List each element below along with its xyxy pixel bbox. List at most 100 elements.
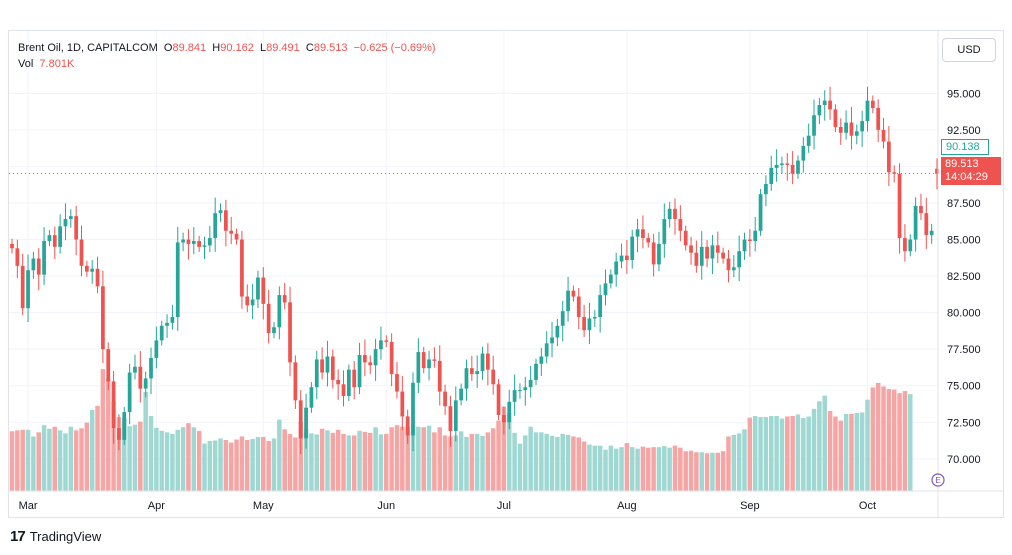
candle-body[interactable] — [379, 340, 383, 350]
candle-body[interactable] — [721, 252, 725, 259]
candle-body[interactable] — [138, 366, 143, 389]
candle-body[interactable] — [887, 141, 891, 173]
price-axis[interactable]: 95.00092.50090.00087.50085.00082.50080.0… — [947, 88, 981, 466]
candle-body[interactable] — [828, 100, 832, 110]
candle-body[interactable] — [373, 349, 378, 366]
candle-body[interactable] — [502, 414, 506, 423]
candle-body[interactable] — [469, 368, 474, 375]
candle-body[interactable] — [747, 239, 752, 241]
candle-body[interactable] — [58, 226, 62, 247]
candle-body[interactable] — [689, 245, 693, 253]
candle-body[interactable] — [165, 322, 169, 326]
candle-body[interactable] — [635, 229, 640, 237]
candle-body[interactable] — [919, 205, 923, 214]
candle-body[interactable] — [854, 131, 859, 136]
candle-body[interactable] — [849, 122, 854, 136]
candle-body[interactable] — [111, 381, 116, 429]
candle-body[interactable] — [52, 235, 57, 247]
candle-body[interactable] — [224, 210, 228, 231]
candle-body[interactable] — [806, 135, 811, 146]
candle-body[interactable] — [229, 230, 234, 234]
candle-body[interactable] — [325, 356, 330, 373]
candle-body[interactable] — [288, 302, 292, 363]
candle-body[interactable] — [662, 219, 667, 244]
candle-body[interactable] — [603, 283, 608, 296]
candle-body[interactable] — [304, 407, 308, 439]
candle-body[interactable] — [448, 406, 453, 432]
candle-body[interactable] — [646, 238, 651, 243]
candle-body[interactable] — [432, 359, 437, 361]
candle-body[interactable] — [528, 379, 533, 388]
candle-body[interactable] — [544, 343, 549, 357]
candle-body[interactable] — [699, 246, 704, 266]
candle-body[interactable] — [764, 183, 768, 195]
candle-body[interactable] — [485, 353, 490, 370]
candle-body[interactable] — [657, 243, 661, 265]
candle-body[interactable] — [15, 248, 20, 266]
candle-body[interactable] — [673, 208, 677, 220]
candle-body[interactable] — [860, 121, 865, 132]
candle-body[interactable] — [261, 277, 266, 304]
candle-body[interactable] — [566, 290, 570, 312]
candle-body[interactable] — [742, 239, 747, 252]
candle-body[interactable] — [641, 229, 645, 239]
candle-body[interactable] — [731, 267, 736, 271]
candle-body[interactable] — [705, 246, 709, 259]
candle-body[interactable] — [277, 295, 282, 328]
candle-body[interactable] — [844, 122, 848, 133]
candle-body[interactable] — [753, 230, 758, 241]
candle-body[interactable] — [678, 219, 683, 231]
candle-body[interactable] — [817, 105, 822, 116]
volume-label[interactable]: Vol — [18, 58, 34, 70]
candle-body[interactable] — [133, 366, 137, 373]
candle-body[interactable] — [903, 238, 907, 252]
candle-body[interactable] — [683, 230, 688, 246]
candle-body[interactable] — [31, 258, 36, 271]
candle-body[interactable] — [710, 245, 715, 259]
candle-body[interactable] — [726, 258, 731, 271]
candle-body[interactable] — [496, 384, 501, 415]
candle-body[interactable] — [443, 391, 447, 407]
candle-body[interactable] — [411, 382, 415, 436]
candle-body[interactable] — [512, 390, 517, 402]
candle-body[interactable] — [801, 145, 806, 161]
candle-body[interactable] — [127, 372, 132, 413]
candle-body[interactable] — [913, 205, 918, 240]
candle-body[interactable] — [822, 100, 827, 106]
candle-body[interactable] — [630, 236, 635, 260]
candle-body[interactable] — [122, 412, 127, 440]
candle-body[interactable] — [320, 359, 324, 373]
candle-body[interactable] — [154, 340, 159, 358]
candle-body[interactable] — [405, 416, 410, 436]
candle-body[interactable] — [437, 360, 442, 392]
candle-body[interactable] — [10, 243, 14, 249]
candle-body[interactable] — [95, 268, 100, 287]
candle-body[interactable] — [207, 238, 212, 246]
candle-body[interactable] — [780, 163, 784, 165]
candle-body[interactable] — [908, 239, 913, 252]
candle-body[interactable] — [421, 352, 426, 369]
candle-body[interactable] — [63, 219, 68, 227]
candle-body[interactable] — [758, 194, 763, 231]
candle-body[interactable] — [475, 371, 480, 375]
candle-body[interactable] — [550, 337, 554, 344]
candle-body[interactable] — [715, 245, 720, 253]
candle-body[interactable] — [491, 369, 496, 385]
candle-body[interactable] — [464, 368, 469, 389]
candle-body[interactable] — [26, 270, 30, 309]
candle-body[interactable] — [159, 325, 164, 341]
candle-body[interactable] — [576, 296, 581, 318]
candle-body[interactable] — [256, 277, 260, 300]
candle-body[interactable] — [106, 349, 111, 382]
candle-body[interactable] — [330, 356, 335, 380]
candle-body[interactable] — [314, 359, 319, 388]
candle-body[interactable] — [582, 317, 586, 331]
candle-body[interactable] — [651, 242, 656, 265]
candle-body[interactable] — [202, 245, 207, 247]
candle-body[interactable] — [218, 210, 223, 214]
candle-body[interactable] — [357, 355, 362, 388]
candle-body[interactable] — [416, 352, 421, 383]
candle-body[interactable] — [453, 400, 458, 432]
candle-body[interactable] — [881, 129, 886, 142]
